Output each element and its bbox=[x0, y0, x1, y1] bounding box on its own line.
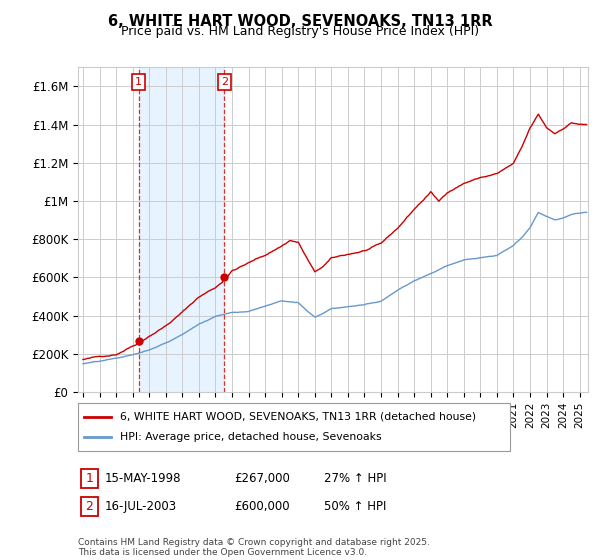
Text: 1: 1 bbox=[135, 77, 142, 87]
Text: 15-MAY-1998: 15-MAY-1998 bbox=[105, 472, 182, 486]
Text: 2: 2 bbox=[85, 500, 94, 514]
Text: £600,000: £600,000 bbox=[234, 500, 290, 514]
Text: 6, WHITE HART WOOD, SEVENOAKS, TN13 1RR: 6, WHITE HART WOOD, SEVENOAKS, TN13 1RR bbox=[107, 14, 493, 29]
Text: Price paid vs. HM Land Registry's House Price Index (HPI): Price paid vs. HM Land Registry's House … bbox=[121, 25, 479, 38]
Text: 2: 2 bbox=[221, 77, 228, 87]
Text: 1: 1 bbox=[85, 472, 94, 486]
Text: Contains HM Land Registry data © Crown copyright and database right 2025.
This d: Contains HM Land Registry data © Crown c… bbox=[78, 538, 430, 557]
Text: HPI: Average price, detached house, Sevenoaks: HPI: Average price, detached house, Seve… bbox=[120, 432, 382, 442]
Text: 27% ↑ HPI: 27% ↑ HPI bbox=[324, 472, 386, 486]
Text: £267,000: £267,000 bbox=[234, 472, 290, 486]
Text: 6, WHITE HART WOOD, SEVENOAKS, TN13 1RR (detached house): 6, WHITE HART WOOD, SEVENOAKS, TN13 1RR … bbox=[120, 412, 476, 422]
Text: 16-JUL-2003: 16-JUL-2003 bbox=[105, 500, 177, 514]
Text: 50% ↑ HPI: 50% ↑ HPI bbox=[324, 500, 386, 514]
Bar bbox=[139, 67, 224, 392]
